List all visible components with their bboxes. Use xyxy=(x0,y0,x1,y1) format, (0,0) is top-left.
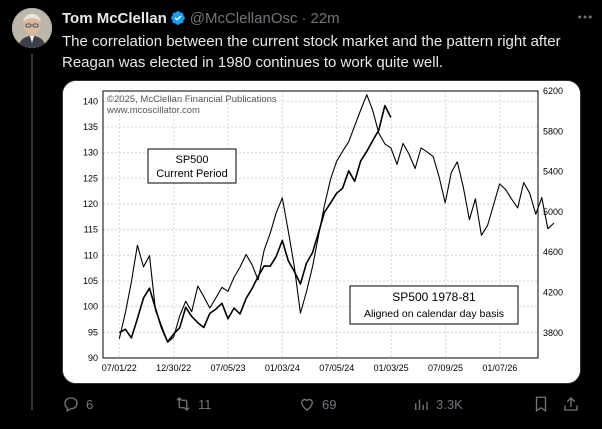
left-axis-tick-label: 140 xyxy=(83,96,98,106)
bookmark-button[interactable] xyxy=(532,392,556,416)
right-axis-tick-label: 6200 xyxy=(543,86,563,96)
tweet-actions: 6 11 69 3.3K xyxy=(62,392,582,416)
like-count: 69 xyxy=(322,396,337,412)
left-axis-tick-label: 120 xyxy=(83,199,98,209)
left-axis-tick-label: 100 xyxy=(83,302,98,312)
label-box-1978-81 xyxy=(349,285,519,325)
right-axis-tick-label: 5800 xyxy=(543,126,563,136)
right-axis-tick-label: 4600 xyxy=(543,247,563,257)
label-box-current-period xyxy=(147,148,237,184)
heart-icon xyxy=(301,398,313,411)
reply-icon xyxy=(64,397,78,412)
x-axis-tick-label: 07/05/24 xyxy=(319,363,354,373)
label-1978-81-line2: Aligned on calendar day basis xyxy=(364,308,504,320)
separator-dot: · xyxy=(301,9,307,27)
reply-count: 6 xyxy=(86,396,94,412)
verified-badge-icon[interactable] xyxy=(170,10,186,26)
x-axis-tick-label: 07/01/22 xyxy=(102,363,137,373)
like-button[interactable]: 69 xyxy=(298,392,336,416)
x-axis-tick-label: 07/05/23 xyxy=(211,363,246,373)
tweet-media-chart[interactable]: 90 95 100 105 110 115 120 125 130 135 140 3800 4200 4… xyxy=(62,80,581,384)
x-axis-tick-label: 01/03/25 xyxy=(374,363,409,373)
left-axis-tick-label: 125 xyxy=(83,173,98,183)
label-current-period-line1: SP500 xyxy=(175,154,208,166)
site-url-text: www.mcoscillator.com xyxy=(106,105,200,116)
retweet-count: 11 xyxy=(198,396,212,412)
left-axis-tick-label: 95 xyxy=(88,327,98,337)
right-axis-tick-label: 5000 xyxy=(543,207,563,217)
bookmark-icon xyxy=(535,396,547,413)
avatar-portrait-icon xyxy=(12,8,52,48)
share-icon xyxy=(564,397,578,411)
retweet-button[interactable]: 11 xyxy=(174,392,212,416)
chart-background xyxy=(63,81,580,383)
reply-button[interactable]: 6 xyxy=(62,392,93,416)
x-axis-tick-label: 01/03/24 xyxy=(265,363,300,373)
more-horizontal-icon[interactable] xyxy=(576,8,594,30)
series-line-1978-81 xyxy=(118,94,555,343)
copyright-text: ©2025, McClellan Financial Publications xyxy=(107,94,277,105)
left-axis-tick-label: 135 xyxy=(83,122,98,132)
label-current-period-line2: Current Period xyxy=(156,168,228,180)
views-button[interactable]: 3.3K xyxy=(412,392,463,416)
retweet-icon xyxy=(176,397,190,411)
share-button[interactable] xyxy=(562,392,586,416)
author-handle[interactable]: @McClellanOsc xyxy=(189,9,298,27)
plot-frame xyxy=(102,90,539,359)
left-axis-tick-label: 110 xyxy=(84,250,98,260)
tweet-time[interactable]: 22m xyxy=(310,9,340,27)
left-axis-tick-label: 115 xyxy=(84,225,98,235)
tweet-header: Tom McClellan @McClellanOsc · 22m xyxy=(62,8,594,28)
author-name[interactable]: Tom McClellan xyxy=(62,9,167,27)
label-1978-81-line1: SP500 1978-81 xyxy=(392,290,476,304)
chart-svg: 90 95 100 105 110 115 120 125 130 135 140 3800 4200 4… xyxy=(63,81,580,383)
tweet-text: The correlation between the current stoc… xyxy=(62,33,561,71)
left-axis-tick-label: 130 xyxy=(83,148,98,158)
x-axis-tick-label: 12/30/22 xyxy=(156,363,191,373)
views-count: 3.3K xyxy=(436,396,463,412)
author-avatar[interactable] xyxy=(12,8,52,48)
x-axis-tick-label: 01/07/26 xyxy=(482,363,517,373)
right-axis-tick-label: 4200 xyxy=(543,288,563,298)
right-axis-tick-label: 3800 xyxy=(543,328,563,338)
right-axis-tick-label: 5400 xyxy=(543,167,563,177)
left-axis-tick-label: 105 xyxy=(83,276,98,286)
thread-connector-line xyxy=(31,54,33,410)
views-bar-chart-icon xyxy=(415,399,428,410)
x-axis-tick-label: 07/09/25 xyxy=(428,363,463,373)
left-axis-tick-label: 90 xyxy=(88,353,98,363)
